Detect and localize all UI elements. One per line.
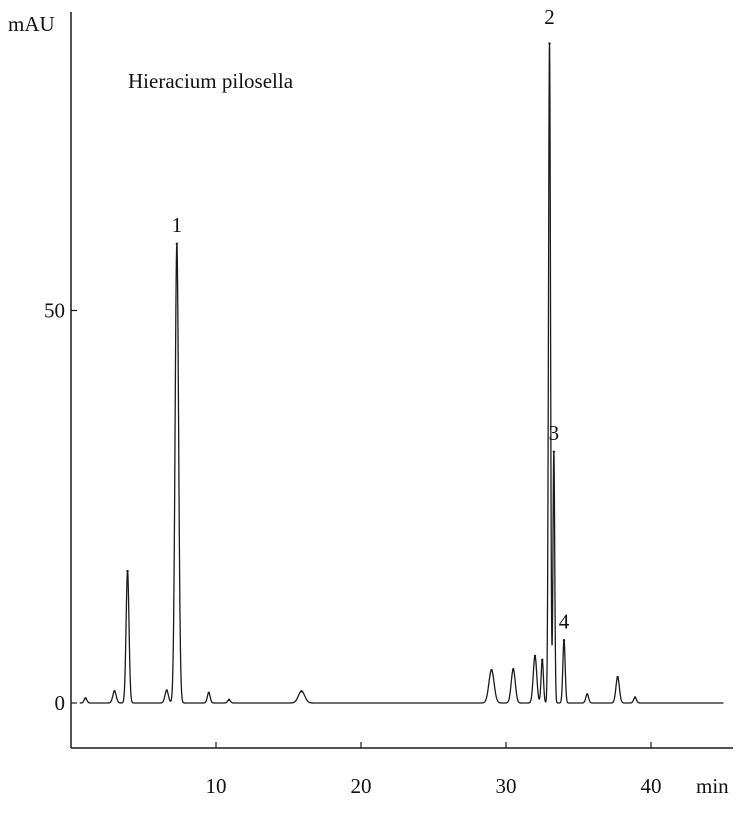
peak-point [227, 698, 231, 702]
chromatogram-trace [79, 42, 724, 704]
peak-label-3: 3 [549, 421, 560, 445]
peak-point [512, 668, 515, 671]
peak-point [541, 658, 544, 662]
y-tick-label: 0 [55, 691, 66, 715]
peak-label-4: 4 [559, 609, 570, 633]
peak-point [533, 654, 537, 658]
peak-point [207, 691, 210, 694]
peak-point [84, 697, 87, 700]
peak-label-2: 2 [544, 5, 555, 29]
chart-labels: mAU Hieracium pilosella min 1 2 3 4 [8, 5, 729, 798]
axes: 0 50 10 20 30 40 [44, 12, 733, 798]
y-tick-label: 50 [44, 299, 65, 323]
x-axis-label: min [696, 774, 729, 798]
peak-point [165, 689, 168, 692]
peak-point [552, 450, 556, 453]
peak-point [562, 639, 566, 642]
peak-point [126, 569, 129, 573]
x-tick-label: 10 [206, 774, 227, 798]
peak-point [490, 668, 493, 672]
x-tick-label: 20 [351, 774, 372, 798]
x-tick-label: 40 [641, 774, 662, 798]
series-line [79, 42, 724, 704]
peak-point [586, 693, 589, 696]
peak-point [175, 242, 179, 245]
peak-point [548, 42, 551, 45]
peak-point [616, 675, 619, 679]
peak-point [300, 690, 303, 693]
peak-point [113, 690, 116, 693]
chart-title: Hieracium pilosella [128, 69, 294, 93]
peak-label-1: 1 [172, 213, 183, 237]
x-tick-label: 30 [496, 774, 517, 798]
y-axis-label: mAU [8, 12, 55, 36]
peak-point [633, 696, 637, 699]
